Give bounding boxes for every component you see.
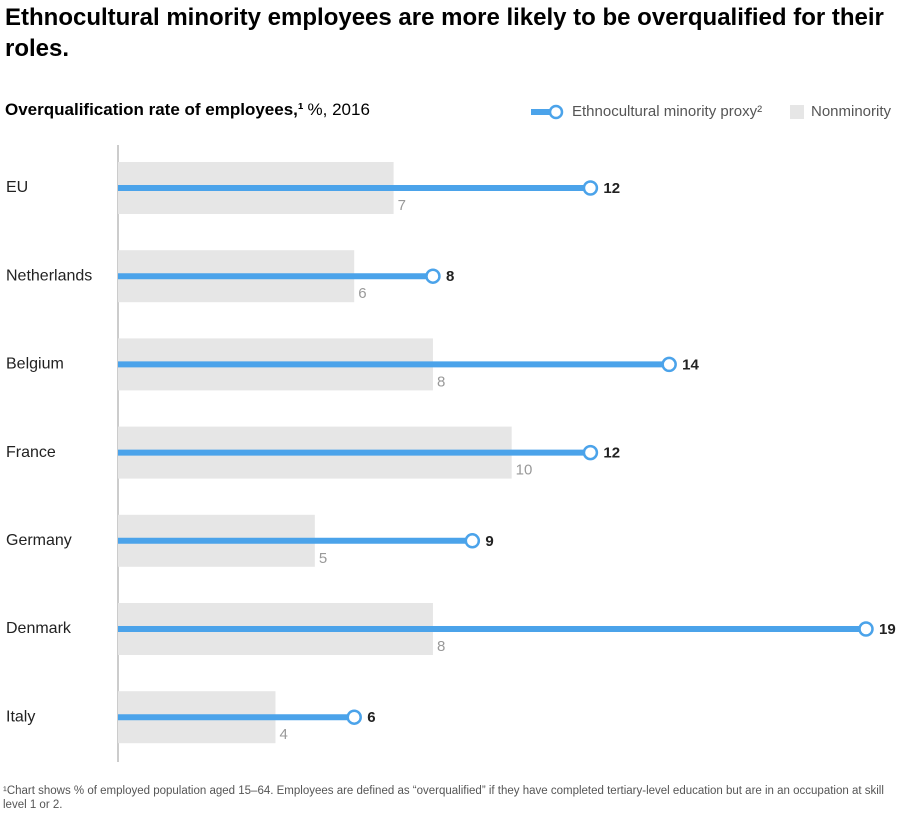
value-label: 4	[279, 726, 287, 743]
title-box: Ethnocultural minority employees are mor…	[5, 4, 884, 62]
value-label: 19	[879, 621, 896, 638]
value-label: 7	[398, 197, 406, 214]
legend-swatch	[790, 105, 804, 119]
value-label: 6	[358, 285, 366, 302]
marker	[346, 709, 362, 725]
footnote: ¹Chart shows % of employed population ag…	[3, 785, 884, 811]
marker	[582, 180, 599, 196]
y-tick-label: Belgium	[6, 356, 64, 373]
chart-title: Ethnocultural minority employees are mor…	[5, 4, 884, 62]
marker	[425, 268, 441, 284]
value-label: 12	[603, 180, 620, 197]
legend-marker	[548, 104, 564, 120]
y-tick-label: Germany	[6, 532, 72, 549]
marker	[464, 533, 481, 549]
value-label: 5	[319, 550, 327, 567]
marker	[858, 621, 874, 637]
value-label: 6	[367, 709, 375, 726]
y-tick-label: Italy	[6, 708, 35, 725]
marker	[661, 356, 677, 373]
value-label: 14	[682, 356, 699, 373]
marker	[582, 444, 599, 461]
y-tick-label: France	[6, 444, 56, 461]
legend-label: Nonminority	[811, 103, 892, 120]
footnote-box: ¹Chart shows % of employed population ag…	[3, 785, 884, 811]
y-tick-label: Denmark	[6, 620, 72, 637]
subtitle: Overqualification rate of employees,¹%, …	[5, 100, 370, 119]
value-label: 12	[603, 445, 620, 462]
legend-label: Ethnocultural minority proxy²	[572, 103, 762, 120]
value-label: 8	[437, 373, 445, 390]
y-tick-label: EU	[6, 179, 28, 196]
subtitle-bold: Overqualification rate of employees,¹	[5, 100, 304, 119]
y-tick-label: Netherlands	[6, 267, 92, 284]
subtitle-rest: %, 2016	[308, 100, 370, 119]
value-label: 9	[485, 533, 493, 550]
value-label: 8	[437, 638, 445, 655]
value-label: 10	[516, 462, 533, 479]
value-label: 8	[446, 268, 454, 285]
